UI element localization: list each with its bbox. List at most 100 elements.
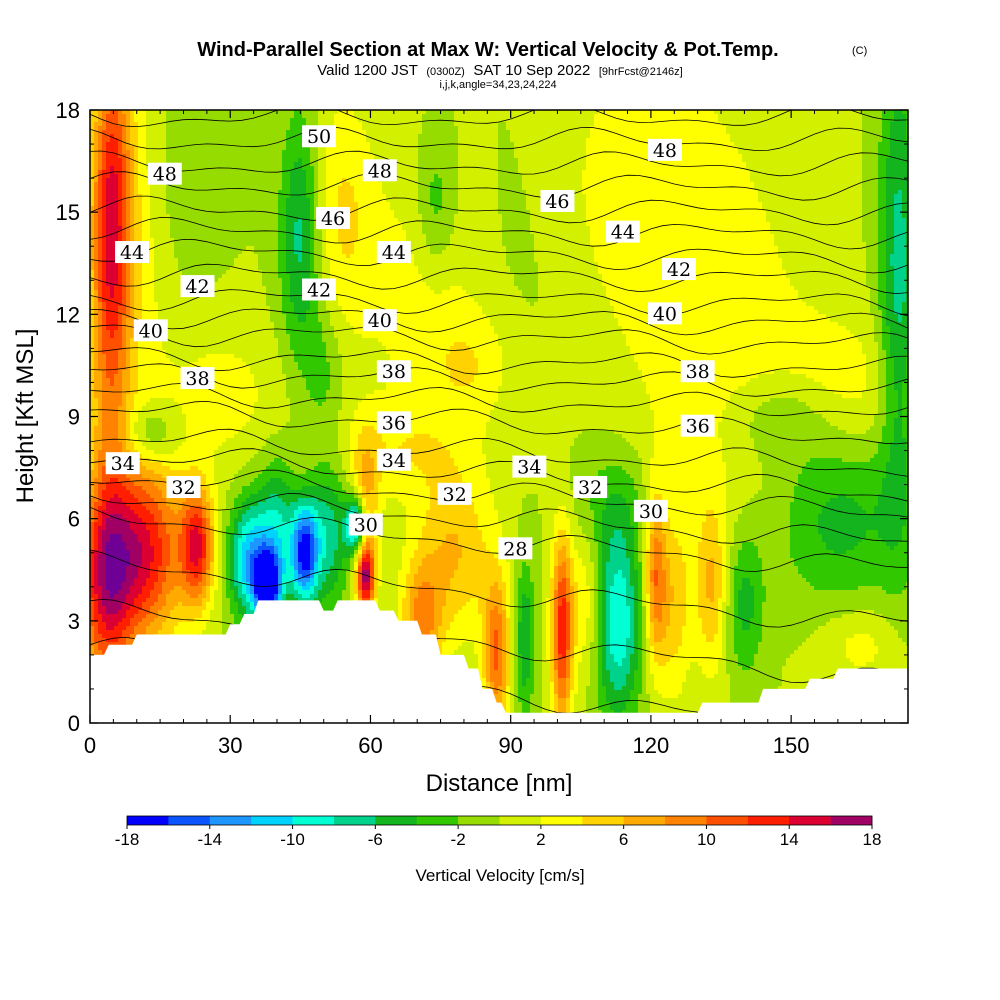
velocity-cell bbox=[694, 154, 699, 159]
velocity-cell bbox=[630, 162, 635, 167]
velocity-cell bbox=[298, 178, 303, 183]
velocity-cell bbox=[130, 138, 135, 143]
velocity-cell bbox=[246, 194, 251, 199]
velocity-cell bbox=[790, 182, 795, 187]
velocity-cell bbox=[554, 142, 559, 147]
velocity-cell bbox=[178, 142, 183, 147]
velocity-cell bbox=[206, 198, 211, 203]
velocity-cell bbox=[406, 118, 411, 123]
velocity-cell bbox=[694, 162, 699, 167]
velocity-cell bbox=[750, 146, 755, 151]
velocity-cell bbox=[94, 170, 99, 175]
velocity-cell bbox=[182, 186, 187, 191]
velocity-cell bbox=[538, 114, 543, 119]
velocity-cell bbox=[746, 118, 751, 123]
velocity-cell bbox=[118, 194, 123, 199]
velocity-cell bbox=[238, 150, 243, 155]
velocity-cell bbox=[358, 166, 363, 171]
velocity-cell bbox=[166, 114, 171, 119]
velocity-cell bbox=[594, 122, 599, 127]
velocity-cell bbox=[514, 186, 519, 191]
velocity-cell bbox=[554, 146, 559, 151]
velocity-cell bbox=[230, 114, 235, 119]
velocity-cell bbox=[302, 198, 307, 203]
velocity-cell bbox=[430, 158, 435, 163]
velocity-cell bbox=[782, 170, 787, 175]
velocity-cell bbox=[194, 158, 199, 163]
velocity-cell bbox=[766, 170, 771, 175]
velocity-cell bbox=[718, 110, 723, 115]
velocity-cell bbox=[814, 150, 819, 155]
velocity-cell bbox=[334, 110, 339, 115]
velocity-cell bbox=[874, 118, 879, 123]
velocity-cell bbox=[230, 174, 235, 179]
velocity-cell bbox=[458, 202, 463, 207]
velocity-cell bbox=[126, 110, 131, 115]
velocity-cell bbox=[478, 202, 483, 207]
velocity-cell bbox=[630, 118, 635, 123]
velocity-cell bbox=[382, 110, 387, 115]
velocity-cell bbox=[522, 122, 527, 127]
velocity-cell bbox=[486, 118, 491, 123]
velocity-cell bbox=[798, 126, 803, 131]
velocity-cell bbox=[110, 122, 115, 127]
velocity-cell bbox=[778, 170, 783, 175]
velocity-cell bbox=[690, 114, 695, 119]
velocity-cell bbox=[198, 190, 203, 195]
velocity-cell bbox=[794, 142, 799, 147]
velocity-cell bbox=[342, 178, 347, 183]
velocity-cell bbox=[626, 138, 631, 143]
velocity-cell bbox=[834, 202, 839, 207]
velocity-cell bbox=[854, 146, 859, 151]
velocity-cell bbox=[442, 202, 447, 207]
velocity-cell bbox=[242, 182, 247, 187]
velocity-cell bbox=[350, 202, 355, 207]
velocity-cell bbox=[190, 198, 195, 203]
velocity-cell bbox=[526, 194, 531, 199]
velocity-cell bbox=[794, 138, 799, 143]
velocity-cell bbox=[882, 178, 887, 183]
velocity-cell bbox=[98, 198, 103, 203]
velocity-cell bbox=[154, 158, 159, 163]
velocity-cell bbox=[574, 118, 579, 123]
velocity-cell bbox=[178, 206, 183, 211]
velocity-cell bbox=[142, 198, 147, 203]
velocity-cell bbox=[710, 174, 715, 179]
velocity-cell bbox=[834, 194, 839, 199]
velocity-cell bbox=[570, 178, 575, 183]
velocity-cell bbox=[334, 138, 339, 143]
velocity-cell bbox=[810, 162, 815, 167]
velocity-cell bbox=[846, 194, 851, 199]
velocity-cell bbox=[274, 174, 279, 179]
velocity-cell bbox=[574, 114, 579, 119]
velocity-cell bbox=[530, 198, 535, 203]
velocity-cell bbox=[534, 130, 539, 135]
velocity-cell bbox=[850, 134, 855, 139]
velocity-cell bbox=[670, 198, 675, 203]
velocity-cell bbox=[890, 178, 895, 183]
velocity-cell bbox=[426, 130, 431, 135]
velocity-cell bbox=[494, 110, 499, 115]
velocity-cell bbox=[754, 130, 759, 135]
velocity-cell bbox=[262, 126, 267, 131]
velocity-cell bbox=[646, 178, 651, 183]
velocity-cell bbox=[146, 206, 151, 211]
velocity-cell bbox=[418, 142, 423, 147]
velocity-cell bbox=[354, 150, 359, 155]
velocity-cell bbox=[518, 190, 523, 195]
velocity-cell bbox=[374, 130, 379, 135]
velocity-cell bbox=[290, 170, 295, 175]
velocity-cell bbox=[366, 198, 371, 203]
velocity-cell bbox=[242, 150, 247, 155]
velocity-cell bbox=[642, 150, 647, 155]
velocity-cell bbox=[450, 178, 455, 183]
velocity-cell bbox=[334, 150, 339, 155]
velocity-cell bbox=[466, 170, 471, 175]
velocity-cell bbox=[598, 126, 603, 131]
velocity-cell bbox=[226, 150, 231, 155]
velocity-cell bbox=[486, 142, 491, 147]
velocity-cell bbox=[842, 118, 847, 123]
velocity-cell bbox=[850, 118, 855, 123]
velocity-cell bbox=[698, 154, 703, 159]
velocity-cell bbox=[426, 142, 431, 147]
